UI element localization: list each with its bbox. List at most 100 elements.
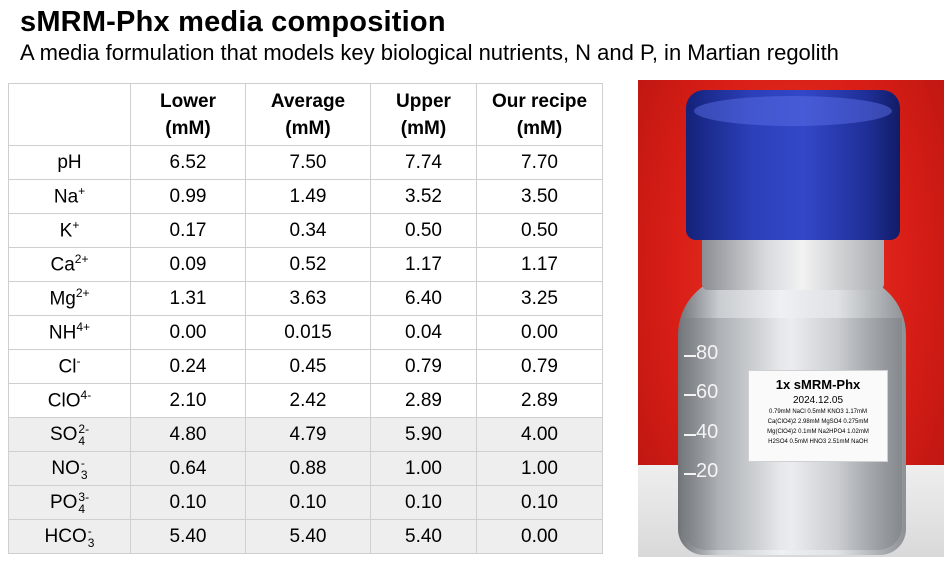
value-cell: 0.52 [245,247,371,282]
value-cell: 0.17 [130,213,246,248]
table-body: pH 6.52 7.50 7.74 7.70 Na+ 0.99 1.49 3.52 3.50 K+ 0… [8,145,603,554]
header-unit: (mM) [516,117,563,139]
value-cell: 3.63 [245,281,371,316]
ion-charge: + [72,218,80,233]
ion-subscript: 3 [87,535,95,550]
header-upper: Upper (mM) [370,83,477,146]
page-title: sMRM-Phx media composition [20,6,446,38]
value-cell: 1.31 [130,281,246,316]
value-cell: 5.40 [245,519,371,554]
value-cell: 2.89 [476,383,603,418]
ion-label: NO -3 [8,451,131,486]
ion-charge-index: -3 [81,457,88,481]
ion-symbol: Cl [58,356,77,378]
value-cell: 0.10 [245,485,371,520]
value-cell: 3.50 [476,179,603,214]
value-cell: 0.09 [130,247,246,282]
bottle-neck [702,230,884,290]
composition-table: Lower (mM) Average (mM) Upper (mM) Our reci… [8,83,603,554]
graduation-mark: 40 [696,421,719,443]
ion-symbol: Mg [49,288,76,310]
value-cell: 7.74 [370,145,477,180]
ion-symbol: PO [49,491,78,513]
ion-label: HCO -3 [8,519,131,554]
value-cell: 4.80 [130,417,246,452]
header-unit: (mM) [285,117,331,139]
value-cell: 0.64 [130,451,246,486]
value-cell: 2.42 [245,383,371,418]
header-lower: Lower (mM) [130,83,246,146]
graduation-mark: 80 [696,342,719,364]
header-blank [8,83,131,146]
ion-symbol: pH [57,151,82,173]
ion-charge-index: 3- 4 [78,491,89,515]
value-cell: 5.40 [130,519,246,554]
ion-charge: - [80,455,85,470]
value-cell: 5.90 [370,417,477,452]
ion-label: Cl- [8,349,131,384]
ion-charge: 4+ [76,320,91,335]
ion-symbol: Na [53,186,79,208]
ion-symbol: ClO [47,390,81,412]
value-cell: 0.00 [476,519,603,554]
bottle-photo: 80 60 40 20 1x sMRM-Phx 2024.12.05 0.79m… [638,80,944,557]
value-cell: 0.24 [130,349,246,384]
value-cell: 0.00 [476,315,603,350]
value-cell: 2.89 [370,383,477,418]
grad-tick [684,473,696,475]
value-cell: 1.00 [476,451,603,486]
ion-charge: 4- [80,388,92,403]
value-cell: 2.10 [130,383,246,418]
header-label: Lower [160,90,216,112]
table-header-row: Lower (mM) Average (mM) Upper (mM) Our reci… [8,83,603,146]
ion-charge-index: 2- 4 [78,423,89,447]
value-cell: 6.40 [370,281,477,316]
ion-label: pH [8,145,131,180]
value-cell: 0.79 [370,349,477,384]
table-row: pH 6.52 7.50 7.74 7.70 [8,145,603,180]
ion-label: SO 2- 4 [8,417,131,452]
value-cell: 1.49 [245,179,371,214]
bottle-label: 1x sMRM-Phx 2024.12.05 0.79mM NaCl 0.5mM… [748,370,888,462]
ion-label: PO 3- 4 [8,485,131,520]
ion-symbol: Ca [50,254,75,276]
graduation-mark: 60 [696,381,719,403]
value-cell: 3.52 [370,179,477,214]
value-cell: 0.88 [245,451,371,486]
ion-symbol: HCO [44,525,87,547]
value-cell: 0.79 [476,349,603,384]
value-cell: 0.10 [370,485,477,520]
value-cell: 0.10 [130,485,246,520]
header-unit: (mM) [165,117,211,139]
value-cell: 1.00 [370,451,477,486]
value-cell: 0.00 [130,315,246,350]
value-cell: 4.00 [476,417,603,452]
value-cell: 1.17 [370,247,477,282]
ion-charge-index: -3 [88,525,95,549]
table-row: SO 2- 4 4.80 4.79 5.90 4.00 [8,417,603,452]
value-cell: 0.015 [245,315,371,350]
blue-cap [686,90,900,240]
value-cell: 0.50 [476,213,603,248]
label-date: 2024.12.05 [792,395,844,406]
label-line: 0.79mM NaCl 0.5mM KNO3 1.17mM [768,409,868,415]
value-cell: 4.79 [245,417,371,452]
ion-subscript: 3 [80,467,88,482]
label-title: 1x sMRM-Phx [775,377,861,392]
ion-subscript: 4 [78,433,86,448]
ion-symbol: NH [48,322,77,344]
value-cell: 7.70 [476,145,603,180]
grad-tick [684,434,696,436]
ion-symbol: SO [49,423,78,445]
label-line: Ca(ClO4)2 2.98mM MgSO4 0.275mM [767,419,869,425]
graduation-mark: 20 [696,460,719,482]
table-row: NH4+ 0.00 0.015 0.04 0.00 [8,315,603,350]
table-row: PO 3- 4 0.10 0.10 0.10 0.10 [8,485,603,520]
ion-charge: + [78,184,86,199]
ion-label: Ca2+ [8,247,131,282]
ion-symbol: NO [51,457,80,479]
header-average: Average (mM) [245,83,371,146]
header-our-recipe: Our recipe (mM) [476,83,603,146]
value-cell: 0.45 [245,349,371,384]
ion-label: ClO4- [8,383,131,418]
